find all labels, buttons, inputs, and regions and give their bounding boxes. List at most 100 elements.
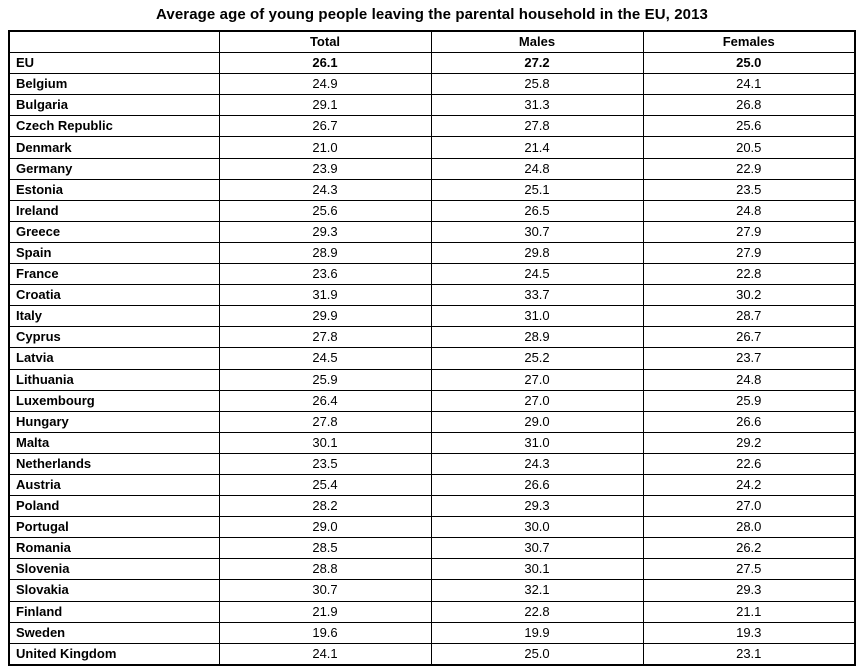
column-header-total: Total bbox=[218, 30, 432, 54]
row-label: Spain bbox=[8, 241, 220, 265]
row-label: Germany bbox=[8, 157, 220, 180]
row-label: Netherlands bbox=[8, 452, 220, 475]
value-cell: 27.0 bbox=[430, 389, 644, 412]
value-cell: 23.1 bbox=[642, 642, 856, 666]
data-table: Total Males Females EU 26.1 27.2 25.0 Belgium 2… bbox=[8, 30, 856, 666]
table-row: Sweden 19.6 19.9 19.3 bbox=[8, 621, 856, 644]
value-cell: 29.2 bbox=[642, 431, 856, 454]
table-row: Romania 28.5 30.7 26.2 bbox=[8, 537, 856, 560]
table-row: Estonia 24.3 25.1 23.5 bbox=[8, 178, 856, 201]
table-body: EU 26.1 27.2 25.0 Belgium 24.9 25.8 24.1 Bulgari… bbox=[8, 52, 856, 666]
table-row: Italy 29.9 31.0 28.7 bbox=[8, 305, 856, 328]
table-row: Czech Republic 26.7 27.8 25.6 bbox=[8, 115, 856, 138]
value-cell: 29.3 bbox=[218, 220, 432, 243]
value-cell: 22.8 bbox=[642, 263, 856, 286]
row-label: Croatia bbox=[8, 284, 220, 307]
row-label: United Kingdom bbox=[8, 642, 220, 666]
row-label: Cyprus bbox=[8, 326, 220, 349]
page-title: Average age of young people leaving the … bbox=[156, 6, 708, 23]
table-row: Netherlands 23.5 24.3 22.6 bbox=[8, 452, 856, 475]
value-cell: 23.5 bbox=[218, 452, 432, 475]
value-cell: 23.5 bbox=[642, 178, 856, 201]
value-cell: 24.5 bbox=[430, 263, 644, 286]
row-label: Austria bbox=[8, 473, 220, 497]
value-cell: 22.9 bbox=[642, 157, 856, 180]
value-cell: 24.9 bbox=[218, 73, 432, 96]
value-cell: 20.5 bbox=[642, 136, 856, 159]
value-cell: 21.1 bbox=[642, 600, 856, 623]
value-cell: 28.7 bbox=[642, 305, 856, 328]
value-cell: 24.8 bbox=[642, 199, 856, 222]
row-label: Finland bbox=[8, 600, 220, 623]
table-row: Lithuania 25.9 27.0 24.8 bbox=[8, 368, 856, 391]
table-row: Ireland 25.6 26.5 24.8 bbox=[8, 199, 856, 222]
value-cell: 22.6 bbox=[642, 452, 856, 475]
row-label: Italy bbox=[8, 305, 220, 328]
row-label: Czech Republic bbox=[8, 115, 220, 138]
value-cell: 30.1 bbox=[218, 431, 432, 454]
row-label: Lithuania bbox=[8, 368, 220, 391]
value-cell: 27.5 bbox=[642, 558, 856, 581]
table-header-row: Total Males Females bbox=[8, 30, 856, 54]
table-row: EU 26.1 27.2 25.0 bbox=[8, 52, 856, 75]
value-cell: 24.2 bbox=[642, 473, 856, 497]
row-label: EU bbox=[8, 52, 220, 75]
value-cell: 26.5 bbox=[430, 199, 644, 222]
value-cell: 19.3 bbox=[642, 621, 856, 644]
value-cell: 25.1 bbox=[430, 178, 644, 201]
table-row: Poland 28.2 29.3 27.0 bbox=[8, 495, 856, 518]
row-label: Greece bbox=[8, 220, 220, 243]
value-cell: 25.8 bbox=[430, 73, 644, 96]
value-cell: 30.7 bbox=[218, 579, 432, 602]
table-row: Latvia 24.5 25.2 23.7 bbox=[8, 347, 856, 370]
table-row: Denmark 21.0 21.4 20.5 bbox=[8, 136, 856, 159]
value-cell: 25.9 bbox=[642, 389, 856, 412]
value-cell: 27.8 bbox=[430, 115, 644, 138]
value-cell: 24.8 bbox=[430, 157, 644, 180]
value-cell: 30.7 bbox=[430, 537, 644, 560]
table-row: Croatia 31.9 33.7 30.2 bbox=[8, 284, 856, 307]
value-cell: 31.3 bbox=[430, 94, 644, 117]
value-cell: 21.9 bbox=[218, 600, 432, 623]
value-cell: 24.3 bbox=[430, 452, 644, 475]
row-label: Luxembourg bbox=[8, 389, 220, 412]
column-header-females: Females bbox=[642, 30, 856, 54]
value-cell: 27.9 bbox=[642, 241, 856, 265]
value-cell: 30.1 bbox=[430, 558, 644, 581]
value-cell: 31.0 bbox=[430, 431, 644, 454]
value-cell: 29.0 bbox=[218, 516, 432, 539]
value-cell: 28.5 bbox=[218, 537, 432, 560]
value-cell: 23.6 bbox=[218, 263, 432, 286]
table-header: Total Males Females bbox=[8, 30, 856, 54]
table-row: Greece 29.3 30.7 27.9 bbox=[8, 220, 856, 243]
row-label: Bulgaria bbox=[8, 94, 220, 117]
value-cell: 22.8 bbox=[430, 600, 644, 623]
table-row: Finland 21.9 22.8 21.1 bbox=[8, 600, 856, 623]
value-cell: 26.2 bbox=[642, 537, 856, 560]
value-cell: 25.0 bbox=[430, 642, 644, 666]
value-cell: 24.1 bbox=[218, 642, 432, 666]
table-row: Slovenia 28.8 30.1 27.5 bbox=[8, 558, 856, 581]
value-cell: 23.7 bbox=[642, 347, 856, 370]
row-label: Belgium bbox=[8, 73, 220, 96]
value-cell: 28.8 bbox=[218, 558, 432, 581]
row-label: Slovakia bbox=[8, 579, 220, 602]
value-cell: 27.2 bbox=[430, 52, 644, 75]
table-row: France 23.6 24.5 22.8 bbox=[8, 263, 856, 286]
value-cell: 25.9 bbox=[218, 368, 432, 391]
value-cell: 26.6 bbox=[642, 410, 856, 433]
column-header-males: Males bbox=[430, 30, 644, 54]
value-cell: 25.4 bbox=[218, 473, 432, 497]
table-row: Germany 23.9 24.8 22.9 bbox=[8, 157, 856, 180]
value-cell: 29.1 bbox=[218, 94, 432, 117]
row-label: Portugal bbox=[8, 516, 220, 539]
table-row: Belgium 24.9 25.8 24.1 bbox=[8, 73, 856, 96]
value-cell: 26.6 bbox=[430, 473, 644, 497]
row-label: Poland bbox=[8, 495, 220, 518]
value-cell: 27.9 bbox=[642, 220, 856, 243]
table-row: United Kingdom 24.1 25.0 23.1 bbox=[8, 642, 856, 666]
table-row: Slovakia 30.7 32.1 29.3 bbox=[8, 579, 856, 602]
table-row: Portugal 29.0 30.0 28.0 bbox=[8, 516, 856, 539]
value-cell: 24.5 bbox=[218, 347, 432, 370]
